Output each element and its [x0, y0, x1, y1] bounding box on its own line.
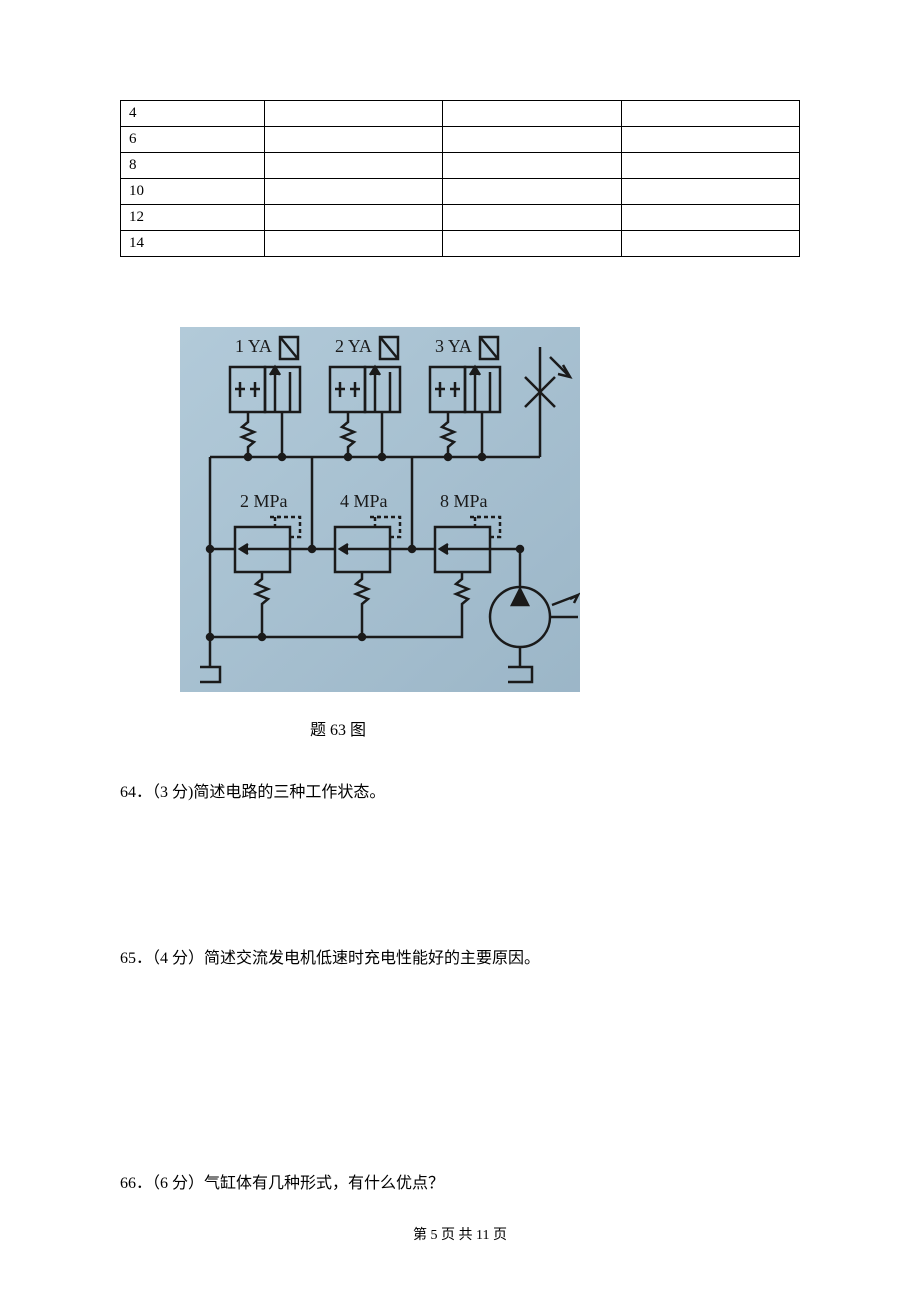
table-cell [621, 153, 799, 179]
table-cell: 10 [121, 179, 265, 205]
table-cell [265, 205, 443, 231]
table-cell: 8 [121, 153, 265, 179]
table-cell: 14 [121, 231, 265, 257]
label-3ya: 3 YA [435, 336, 472, 356]
question-64: 64．（3 分)简述电路的三种工作状态。 [120, 780, 800, 806]
page-footer: 第 5 页 共 11 页 [0, 1224, 920, 1244]
figure-hydraulic-diagram: 1 YA 2 YA 3 YA [180, 327, 800, 740]
table-row: 10 [121, 179, 800, 205]
table-cell [443, 153, 621, 179]
label-2mpa: 2 MPa [240, 491, 288, 511]
table-cell [265, 127, 443, 153]
table-row: 8 [121, 153, 800, 179]
table-cell: 4 [121, 101, 265, 127]
table-cell [621, 205, 799, 231]
table-cell: 6 [121, 127, 265, 153]
label-2ya: 2 YA [335, 336, 372, 356]
table-cell [443, 127, 621, 153]
table-cell [265, 153, 443, 179]
table-cell [443, 205, 621, 231]
table-row: 4 [121, 101, 800, 127]
label-8mpa: 8 MPa [440, 491, 488, 511]
table-cell [443, 231, 621, 257]
table-cell [265, 231, 443, 257]
question-65: 65．（4 分）简述交流发电机低速时充电性能好的主要原因。 [120, 946, 800, 972]
label-4mpa: 4 MPa [340, 491, 388, 511]
table-cell [265, 179, 443, 205]
page: 4 6 8 10 12 14 [0, 0, 920, 1302]
table-cell [621, 179, 799, 205]
hydraulic-schematic-icon: 1 YA 2 YA 3 YA [180, 327, 580, 692]
table-row: 14 [121, 231, 800, 257]
table-cell [621, 101, 799, 127]
table-cell [265, 101, 443, 127]
table-cell [621, 231, 799, 257]
data-table: 4 6 8 10 12 14 [120, 100, 800, 257]
table-row: 6 [121, 127, 800, 153]
table-cell [443, 101, 621, 127]
label-1ya: 1 YA [235, 336, 272, 356]
table-cell: 12 [121, 205, 265, 231]
question-66: 66．（6 分）气缸体有几种形式，有什么优点？ [120, 1171, 800, 1197]
figure-caption: 题 63 图 [310, 716, 800, 740]
table-cell [443, 179, 621, 205]
table-row: 12 [121, 205, 800, 231]
table-cell [621, 127, 799, 153]
